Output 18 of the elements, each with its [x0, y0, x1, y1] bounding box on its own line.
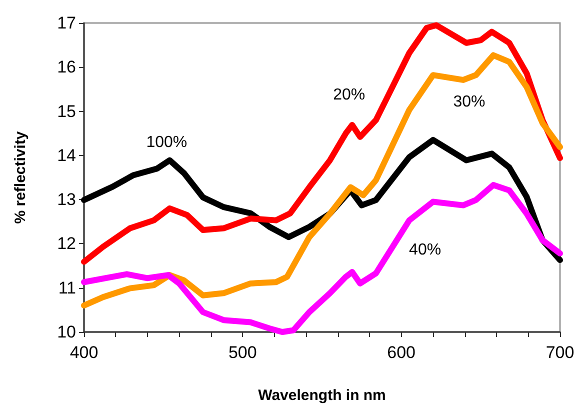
y-axis-title: % reflectivity	[12, 130, 29, 224]
y-tick-label: 14	[57, 146, 76, 165]
y-tick-label: 10	[57, 322, 76, 342]
y-tick-label: 15	[57, 102, 76, 121]
series-label: 100%	[146, 134, 188, 151]
x-axis-title: Wavelength in nm	[258, 387, 386, 404]
series-label: 40%	[409, 241, 442, 258]
y-tick-label: 16	[57, 58, 76, 77]
y-tick-label: 17	[57, 14, 76, 32]
y-tick-label: 13	[57, 190, 76, 210]
y-tick-label: 12	[57, 234, 76, 254]
y-tick-label: 11	[58, 278, 76, 298]
series-label: 30%	[453, 93, 486, 110]
series-label: 20%	[333, 86, 366, 104]
x-tick-label: 600	[387, 343, 416, 362]
x-tick-label: 500	[228, 343, 257, 362]
x-tick-label: 400	[70, 343, 98, 362]
x-tick-label: 700	[546, 343, 574, 362]
